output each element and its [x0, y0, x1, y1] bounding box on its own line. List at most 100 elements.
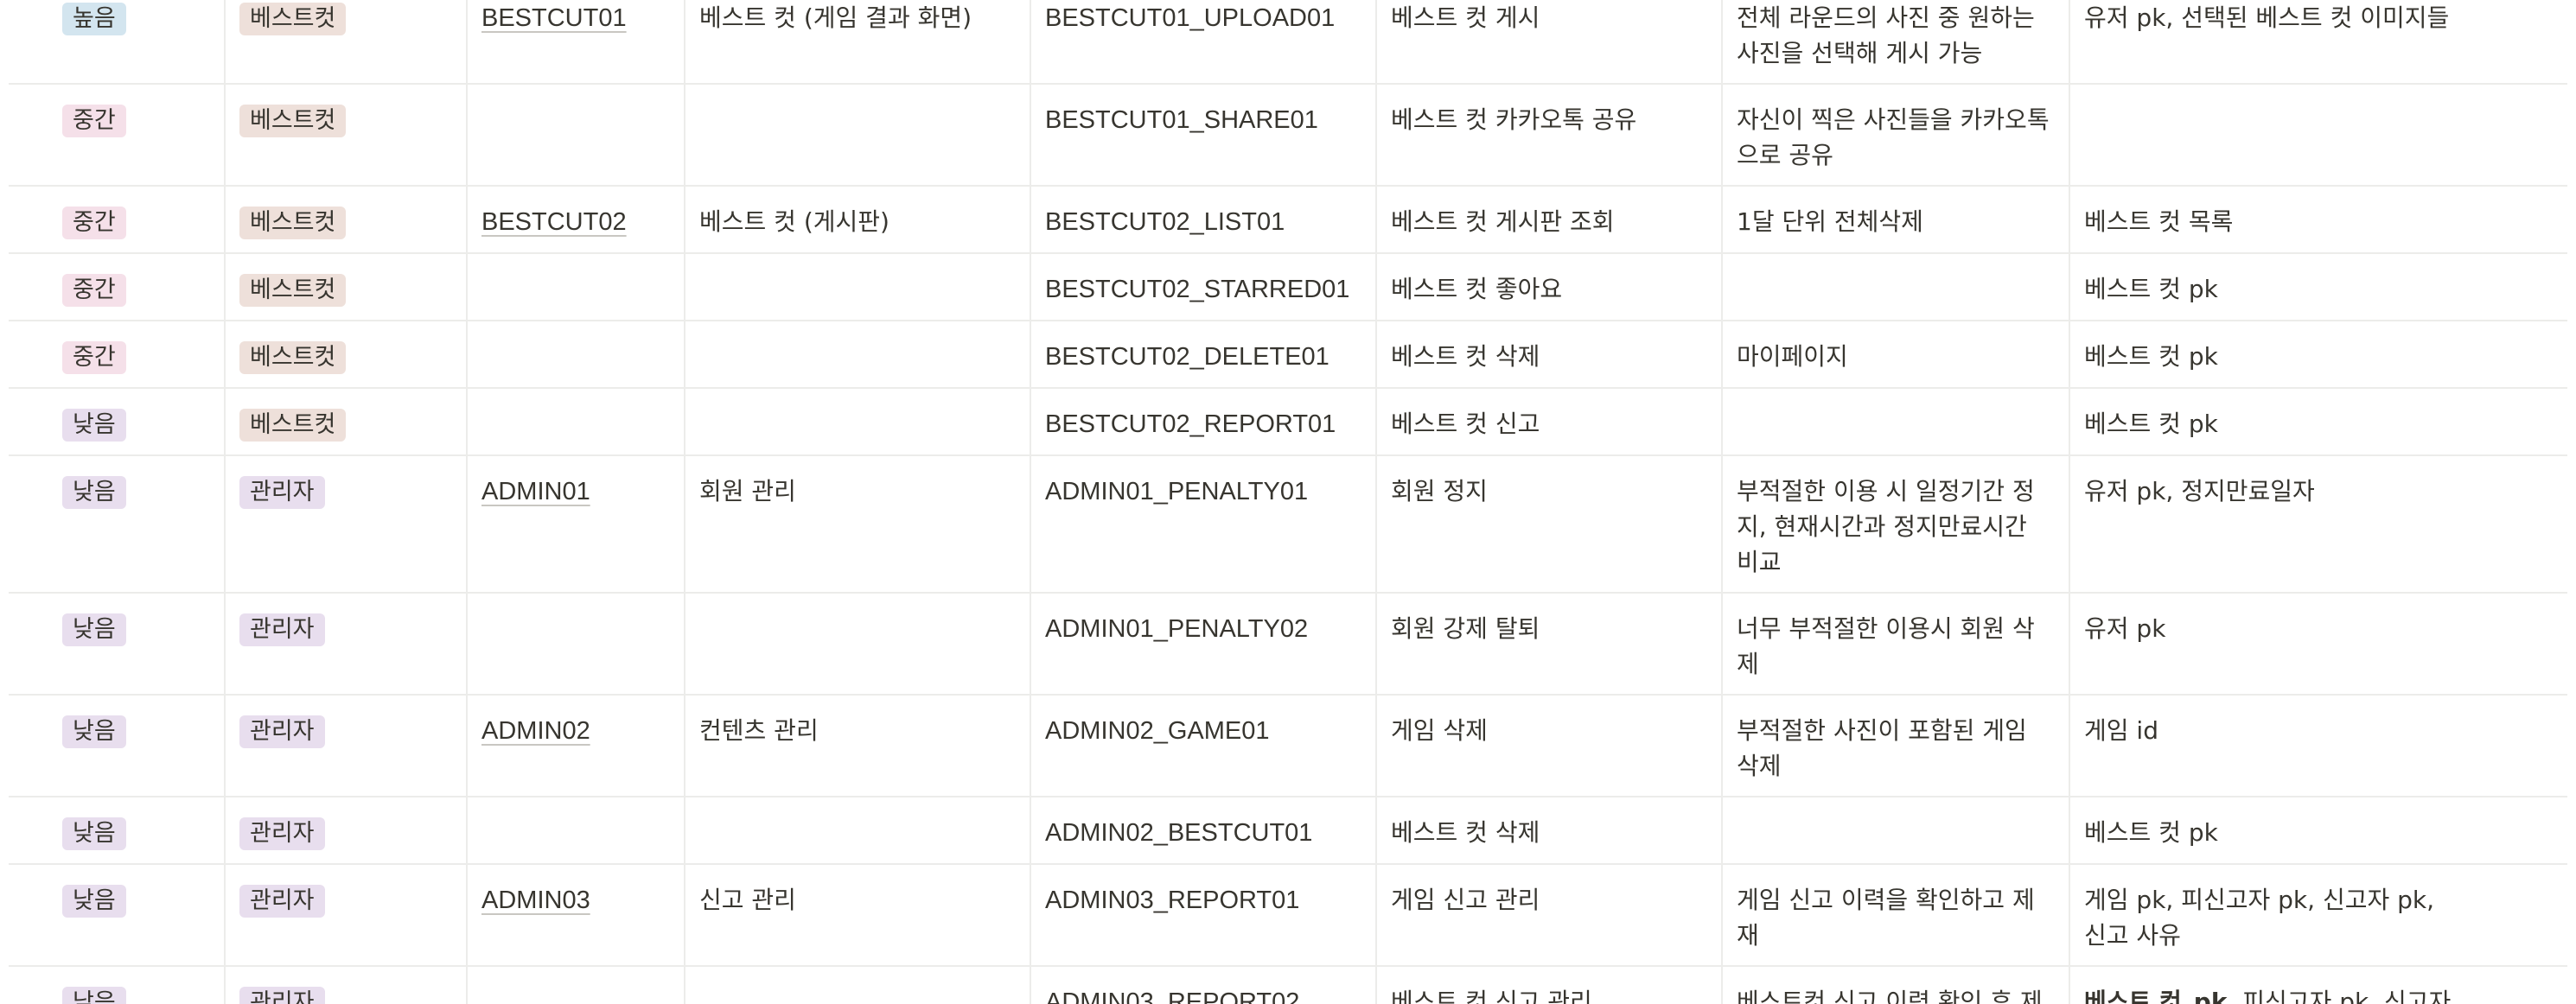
data-cell[interactable]: [2069, 84, 2567, 187]
data-cell[interactable]: 게임 pk, 피신고자 pk, 신고자 pk, 신고 사유: [2069, 864, 2567, 967]
function-name-cell[interactable]: [685, 797, 1031, 865]
requirement-name-cell[interactable]: 회원 강제 탈퇴: [1376, 593, 1723, 696]
priority-cell[interactable]: 낮음: [9, 797, 226, 865]
function-id-cell[interactable]: [467, 253, 685, 321]
description-cell[interactable]: 너무 부적절한 이용시 회원 삭제: [1722, 593, 2070, 696]
table-row[interactable]: 중간 베스트컷 BESTCUT01_SHARE01 베스트 컷 카카오톡 공유 자신이 …: [9, 84, 2567, 187]
requirement-id-cell[interactable]: BESTCUT02_STARRED01: [1030, 253, 1377, 321]
category-cell[interactable]: 베스트컷: [225, 186, 468, 254]
category-cell[interactable]: 관리자: [225, 593, 468, 696]
function-name-cell[interactable]: 회원 관리: [685, 455, 1031, 594]
category-cell[interactable]: 관리자: [225, 695, 468, 797]
data-cell[interactable]: 베스트 컷 pk: [2069, 388, 2567, 456]
function-name-cell[interactable]: [685, 253, 1031, 321]
requirement-id-cell[interactable]: ADMIN01_PENALTY02: [1030, 593, 1377, 696]
requirement-name-cell[interactable]: 베스트 컷 카카오톡 공유: [1376, 84, 1723, 187]
requirement-id-cell[interactable]: ADMIN02_GAME01: [1030, 695, 1377, 797]
table-row[interactable]: 낮음 관리자 ADMIN02_BESTCUT01 베스트 컷 삭제 베스트 컷 pk: [9, 797, 2567, 865]
function-id-cell[interactable]: [467, 84, 685, 187]
function-name-cell[interactable]: [685, 321, 1031, 389]
table-row[interactable]: 중간 베스트컷 BESTCUT02 베스트 컷 (게시판) BESTCUT02_LIST…: [9, 186, 2567, 254]
requirement-id-cell[interactable]: BESTCUT02_REPORT01: [1030, 388, 1377, 456]
data-cell[interactable]: 유저 pk, 정지만료일자: [2069, 455, 2567, 594]
priority-cell[interactable]: 중간: [9, 321, 226, 389]
category-cell[interactable]: 베스트컷: [225, 253, 468, 321]
function-id-link[interactable]: BESTCUT02: [481, 208, 627, 236]
requirement-name-cell[interactable]: 베스트 컷 게시: [1376, 0, 1723, 85]
table-row[interactable]: 낮음 관리자 ADMIN01_PENALTY02 회원 강제 탈퇴 너무 부적절한 이용…: [9, 593, 2567, 696]
description-cell[interactable]: 베스트컷 신고 이력 확인 후 제재: [1722, 966, 2070, 1004]
description-cell[interactable]: 게임 신고 이력을 확인하고 제재: [1722, 864, 2070, 967]
requirement-id-cell[interactable]: ADMIN02_BESTCUT01: [1030, 797, 1377, 865]
category-cell[interactable]: 베스트컷: [225, 388, 468, 456]
function-id-link[interactable]: BESTCUT01: [481, 4, 627, 32]
table-row[interactable]: 중간 베스트컷 BESTCUT02_DELETE01 베스트 컷 삭제 마이페이지 베스트…: [9, 321, 2567, 389]
priority-cell[interactable]: 낮음: [9, 388, 226, 456]
function-id-cell[interactable]: BESTCUT01: [467, 0, 685, 85]
function-id-cell[interactable]: ADMIN01: [467, 455, 685, 594]
requirement-name-cell[interactable]: 게임 삭제: [1376, 695, 1723, 797]
category-cell[interactable]: 베스트컷: [225, 321, 468, 389]
function-id-cell[interactable]: ADMIN03: [467, 864, 685, 967]
table-row[interactable]: 높음 베스트컷 BESTCUT01 베스트 컷 (게임 결과 화면) BESTCUT01…: [9, 0, 2567, 85]
requirement-name-cell[interactable]: 게임 신고 관리: [1376, 864, 1723, 967]
requirement-name-cell[interactable]: 베스트 컷 삭제: [1376, 797, 1723, 865]
table-row[interactable]: 중간 베스트컷 BESTCUT02_STARRED01 베스트 컷 좋아요 베스트 컷 …: [9, 253, 2567, 321]
requirement-name-cell[interactable]: 회원 정지: [1376, 455, 1723, 594]
priority-cell[interactable]: 낮음: [9, 864, 226, 967]
requirement-name-cell[interactable]: 베스트 컷 신고 관리: [1376, 966, 1723, 1004]
function-name-cell[interactable]: 신고 관리: [685, 864, 1031, 967]
function-id-cell[interactable]: ADMIN02: [467, 695, 685, 797]
requirement-id-cell[interactable]: BESTCUT02_DELETE01: [1030, 321, 1377, 389]
data-cell[interactable]: 베스트 컷 pk: [2069, 321, 2567, 389]
description-cell[interactable]: 부적절한 사진이 포함된 게임 삭제: [1722, 695, 2070, 797]
function-id-cell[interactable]: [467, 966, 685, 1004]
function-name-cell[interactable]: [685, 593, 1031, 696]
table-row[interactable]: 낮음 베스트컷 BESTCUT02_REPORT01 베스트 컷 신고 베스트 컷 pk: [9, 388, 2567, 456]
function-id-cell[interactable]: BESTCUT02: [467, 186, 685, 254]
category-cell[interactable]: 베스트컷: [225, 0, 468, 85]
table-row[interactable]: 낮음 관리자 ADMIN02 컨텐츠 관리 ADMIN02_GAME01 게임 삭제 부적절…: [9, 695, 2567, 797]
description-cell[interactable]: 1달 단위 전체삭제: [1722, 186, 2070, 254]
category-cell[interactable]: 관리자: [225, 455, 468, 594]
requirement-id-cell[interactable]: ADMIN01_PENALTY01: [1030, 455, 1377, 594]
category-cell[interactable]: 관리자: [225, 966, 468, 1004]
priority-cell[interactable]: 낮음: [9, 695, 226, 797]
data-cell[interactable]: 베스트 컷 목록: [2069, 186, 2567, 254]
function-id-link[interactable]: ADMIN03: [481, 886, 590, 914]
function-name-cell[interactable]: [685, 966, 1031, 1004]
requirement-id-cell[interactable]: ADMIN03_REPORT02: [1030, 966, 1377, 1004]
function-name-cell[interactable]: 베스트 컷 (게임 결과 화면): [685, 0, 1031, 85]
data-cell[interactable]: 유저 pk: [2069, 593, 2567, 696]
data-cell[interactable]: 게임 id: [2069, 695, 2567, 797]
table-row[interactable]: 낮음 관리자 ADMIN03 신고 관리 ADMIN03_REPORT01 게임 신고 관…: [9, 864, 2567, 967]
description-cell[interactable]: [1722, 388, 2070, 456]
priority-cell[interactable]: 낮음: [9, 593, 226, 696]
requirement-id-cell[interactable]: ADMIN03_REPORT01: [1030, 864, 1377, 967]
function-id-link[interactable]: ADMIN01: [481, 478, 590, 505]
data-cell[interactable]: 베스트 컷 pk: [2069, 797, 2567, 865]
priority-cell[interactable]: 중간: [9, 253, 226, 321]
priority-cell[interactable]: 낮음: [9, 966, 226, 1004]
data-cell[interactable]: 유저 pk, 선택된 베스트 컷 이미지들: [2069, 0, 2567, 85]
function-id-cell[interactable]: [467, 593, 685, 696]
function-id-cell[interactable]: [467, 321, 685, 389]
description-cell[interactable]: [1722, 253, 2070, 321]
description-cell[interactable]: [1722, 797, 2070, 865]
requirement-name-cell[interactable]: 베스트 컷 게시판 조회: [1376, 186, 1723, 254]
requirement-id-cell[interactable]: BESTCUT01_UPLOAD01: [1030, 0, 1377, 85]
data-cell[interactable]: 베스트 컷_pk, 피신고자 pk, 신고자 pk, 신고 사유: [2069, 966, 2567, 1004]
category-cell[interactable]: 관리자: [225, 797, 468, 865]
table-row[interactable]: 낮음 관리자 ADMIN03_REPORT02 베스트 컷 신고 관리 베스트컷 신고 …: [9, 966, 2567, 1004]
category-cell[interactable]: 관리자: [225, 864, 468, 967]
function-name-cell[interactable]: 컨텐츠 관리: [685, 695, 1031, 797]
requirement-id-cell[interactable]: BESTCUT02_LIST01: [1030, 186, 1377, 254]
function-id-link[interactable]: ADMIN02: [481, 717, 590, 745]
requirement-name-cell[interactable]: 베스트 컷 신고: [1376, 388, 1723, 456]
priority-cell[interactable]: 중간: [9, 84, 226, 187]
function-name-cell[interactable]: [685, 84, 1031, 187]
data-cell[interactable]: 베스트 컷 pk: [2069, 253, 2567, 321]
function-id-cell[interactable]: [467, 388, 685, 456]
requirement-name-cell[interactable]: 베스트 컷 좋아요: [1376, 253, 1723, 321]
priority-cell[interactable]: 높음: [9, 0, 226, 85]
